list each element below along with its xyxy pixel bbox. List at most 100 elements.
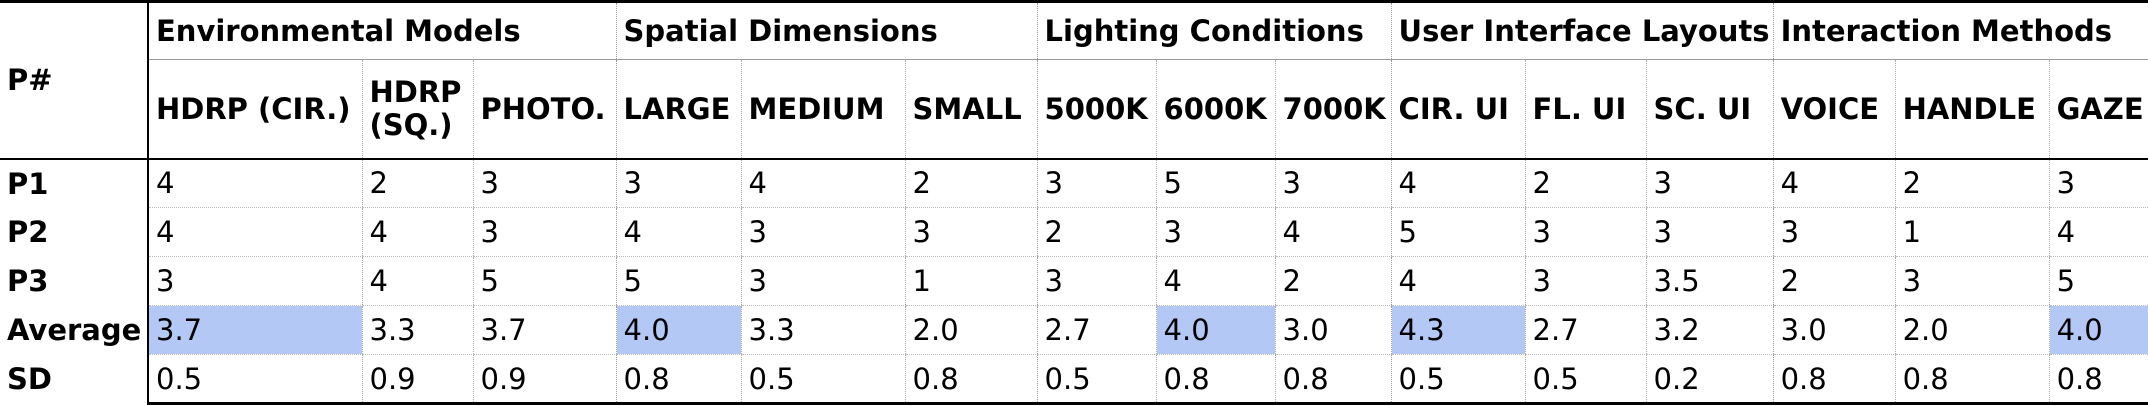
row-label: Average [0,305,149,355]
group-header-interaction-methods: Interaction Methods [1772,0,2148,60]
table-cell: 0.8 [1772,354,1896,405]
table-cell: 0.8 [904,354,1038,405]
table-cell: 3.2 [1645,305,1774,355]
table-cell: 3 [1155,207,1276,257]
table-cell: 5 [1155,158,1276,208]
table-cell: 0.8 [615,354,742,405]
table-cell: 5 [2048,256,2148,306]
table-cell: 4 [361,207,473,257]
table-row: P1 4 2 3 3 4 2 3 5 3 4 2 3 4 2 3 [0,158,2148,208]
table-cell: 4 [1390,256,1526,306]
table-cell: 5 [1390,207,1526,257]
table-cell: 3.0 [1274,305,1392,355]
table-cell: 0.5 [1390,354,1526,405]
column-header-row: HDRP (CIR.) HDRP (SQ.) PHOTO. LARGE MEDI… [0,59,2148,160]
group-header-environmental-models: Environmental Models [148,0,617,60]
table-cell: 3 [1524,256,1647,306]
column-header: HANDLE [1894,59,2050,160]
table-row: P3 3 4 5 5 3 1 3 4 2 4 3 3.5 2 3 5 [0,256,2148,306]
row-label: P2 [0,207,149,257]
group-header-user-interface-layouts: User Interface Layouts [1390,0,1774,60]
table-cell: 3.5 [1645,256,1774,306]
table-cell: 4 [740,158,906,208]
column-header: LARGE [615,59,742,160]
table-cell: 3.7 [148,305,362,355]
table-cell: 2.0 [1894,305,2050,355]
table-cell: 0.8 [1894,354,2050,405]
table-cell: 3 [472,207,617,257]
table-cell: 4.3 [1390,305,1526,355]
column-header: 7000K [1274,59,1392,160]
table-cell: 3 [1524,207,1647,257]
table-cell: 5 [615,256,742,306]
table-cell: 1 [904,256,1038,306]
table-cell: 2 [1524,158,1647,208]
column-header: SMALL [904,59,1038,160]
participant-column-header: P# [0,0,149,160]
table-cell: 0.9 [361,354,473,405]
table-cell: 2.7 [1036,305,1157,355]
column-header: PHOTO. [472,59,617,160]
table-row: SD 0.5 0.9 0.9 0.8 0.5 0.8 0.5 0.8 0.8 0.5 0.5 0.2 0.… [0,354,2148,405]
table-cell: 4 [1772,158,1896,208]
table-cell: 3 [1894,256,2050,306]
column-header: FL. UI [1524,59,1647,160]
table-cell: 3 [148,256,362,306]
table-cell: 3.7 [472,305,617,355]
table-cell: 2 [904,158,1038,208]
column-header: VOICE [1772,59,1896,160]
table-cell: 2 [361,158,473,208]
column-header: SC. UI [1645,59,1774,160]
table-cell: 4 [361,256,473,306]
table-row: P2 4 4 3 4 3 3 2 3 4 5 3 3 3 1 4 [0,207,2148,257]
table-cell: 4.0 [2048,305,2148,355]
table-cell: 0.8 [2048,354,2148,405]
table-cell: 4 [2048,207,2148,257]
table-cell: 2 [1036,207,1157,257]
table-cell: 1 [1894,207,2050,257]
table-cell: 4.0 [615,305,742,355]
table-cell: 4 [148,158,362,208]
table-row: Average 3.7 3.3 3.7 4.0 3.3 2.0 2.7 4.0 3.0 4.3 2.7… [0,305,2148,355]
table-cell: 3 [1645,207,1774,257]
column-header: CIR. UI [1390,59,1526,160]
table-cell: 3 [472,158,617,208]
table-cell: 3 [1036,256,1157,306]
table-cell: 3 [1772,207,1896,257]
table-cell: 3 [740,207,906,257]
row-label: P1 [0,158,149,208]
column-header: HDRP (CIR.) [148,59,362,160]
row-label: SD [0,354,149,404]
table-cell: 0.5 [740,354,906,405]
table-cell: 4.0 [1155,305,1276,355]
table-cell: 3 [2048,158,2148,208]
table-cell: 3 [904,207,1038,257]
table-cell: 2 [1772,256,1896,306]
table-cell: 0.5 [1036,354,1157,405]
table-cell: 2 [1894,158,2050,208]
table-cell: 4 [1155,256,1276,306]
table-cell: 0.9 [472,354,617,405]
table-cell: 3.3 [361,305,473,355]
table-cell: 5 [472,256,617,306]
table-cell: 0.8 [1155,354,1276,405]
column-header: 6000K [1155,59,1276,160]
group-header-spatial-dimensions: Spatial Dimensions [615,0,1038,60]
table-cell: 3.0 [1772,305,1896,355]
table-cell: 2.0 [904,305,1038,355]
table-cell: 3 [1036,158,1157,208]
row-label: P3 [0,256,149,306]
table-cell: 0.2 [1645,354,1774,405]
column-header: GAZE [2048,59,2148,160]
table-cell: 2.7 [1524,305,1647,355]
table-cell: 0.5 [1524,354,1647,405]
table-cell: 4 [615,207,742,257]
table-cell: 3.3 [740,305,906,355]
group-header-lighting-conditions: Lighting Conditions [1036,0,1392,60]
table-body: P1 4 2 3 3 4 2 3 5 3 4 2 3 4 2 3 P2 4 4 3 4 3 3 2 3 4 5 3 3 3 1 4 P3 3 4 5 5… [0,158,2148,405]
table-cell: 3 [1645,158,1774,208]
table-cell: 0.5 [148,354,362,405]
column-header: HDRP (SQ.) [361,59,473,160]
table-cell: 4 [148,207,362,257]
